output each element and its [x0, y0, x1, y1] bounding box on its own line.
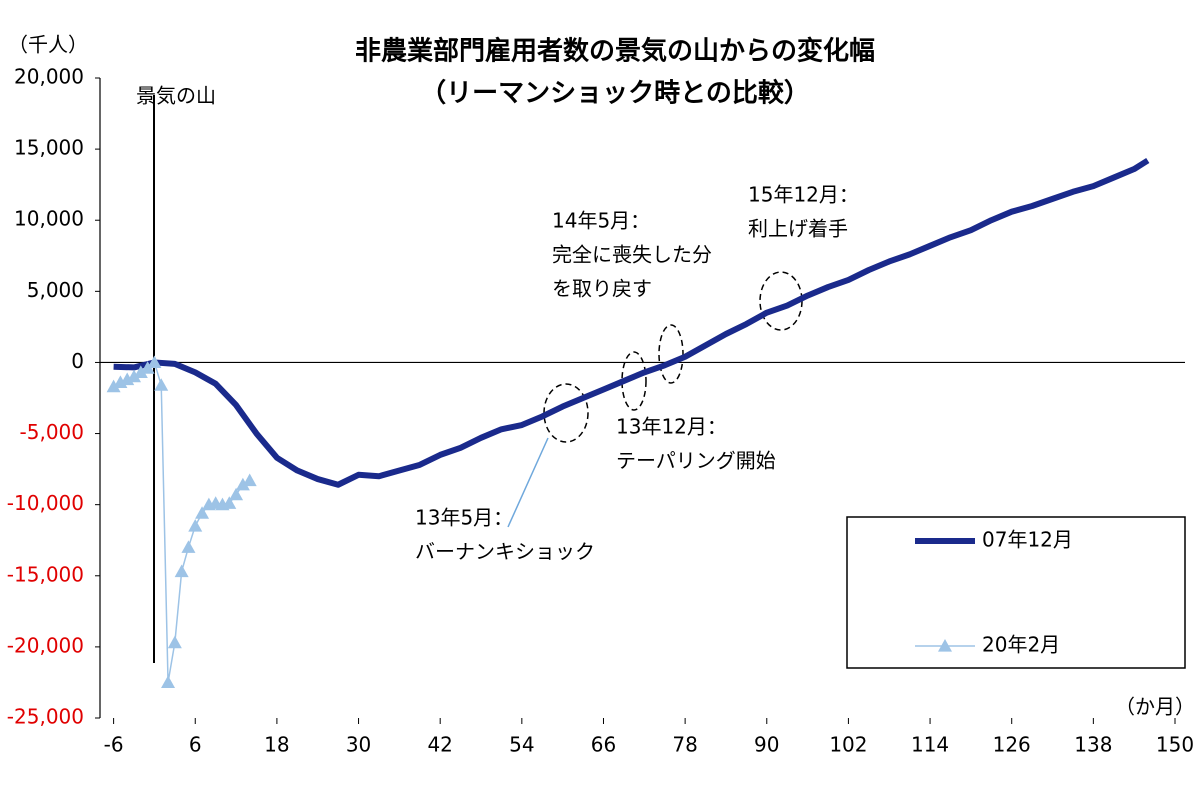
series-marker: [195, 506, 210, 519]
series-marker: [229, 487, 244, 501]
x-axis-label: （か月）: [1115, 695, 1195, 719]
legend-marker: [938, 639, 952, 652]
annotation: 完全に喪失した分: [552, 243, 712, 267]
series-marker: [167, 635, 182, 649]
legend-box: [846, 516, 1186, 669]
x-tick-label: 90: [754, 733, 779, 757]
x-tick-label: 30: [346, 733, 371, 757]
x-tick-label: 18: [264, 733, 289, 757]
y-tick-label: 0: [71, 349, 84, 373]
series-marker: [235, 477, 250, 491]
annotation: 13年5月：: [415, 506, 513, 530]
series-marker: [181, 540, 196, 553]
y-axis-label: （千人）: [8, 33, 88, 57]
x-tick-label: -6: [104, 733, 124, 757]
x-tick-label: 126: [993, 733, 1031, 757]
chart-title: 非農業部門雇用者数の景気の山からの変化幅: [355, 36, 875, 67]
highlight-ellipse: [621, 351, 647, 411]
annotation: 14年5月：: [552, 209, 650, 233]
series-marker: [147, 355, 162, 369]
annotation: 利上げ着手: [748, 217, 848, 241]
series-marker: [140, 361, 155, 374]
annotation-connector: [507, 437, 549, 528]
chart-subtitle: （リーマンショック時との比較）: [420, 78, 810, 109]
series-marker: [127, 369, 142, 383]
y-tick-label: -25,000: [7, 705, 84, 729]
series-marker: [154, 378, 169, 391]
y-tick-label: -10,000: [7, 491, 84, 515]
series-marker: [133, 365, 148, 378]
x-tick-label: 102: [829, 733, 867, 757]
x-tick-label: 66: [591, 733, 616, 757]
x-tick-label: 6: [189, 733, 202, 757]
x-tick-label: 138: [1074, 733, 1112, 757]
annotation: を取り戻す: [552, 277, 652, 301]
legend-label: 07年12月: [982, 528, 1073, 552]
series-marker: [174, 564, 189, 578]
y-tick-label: -20,000: [7, 633, 84, 657]
x-tick-label: 114: [911, 733, 949, 757]
annotation: バーナンキショック: [415, 540, 595, 564]
x-tick-label: 150: [1156, 733, 1194, 757]
series-marker: [242, 473, 257, 487]
annotation: テーパリング開始: [616, 449, 776, 473]
x-tick-label: 78: [672, 733, 697, 757]
y-tick-label: -15,000: [7, 562, 84, 586]
y-tick-label: -5,000: [20, 420, 84, 444]
series-marker: [106, 379, 121, 393]
y-tick-label: 15,000: [14, 136, 84, 160]
annotation: 景気の山: [136, 84, 216, 108]
y-tick-label: 10,000: [14, 207, 84, 231]
x-tick-label: 42: [427, 733, 452, 757]
series-marker: [222, 496, 237, 509]
y-tick-label: 5,000: [27, 278, 84, 302]
legend-label: 20年2月: [982, 633, 1060, 657]
series-marker: [161, 675, 176, 689]
series-line: [113, 157, 1150, 488]
x-tick-label: 54: [509, 733, 534, 757]
series-marker: [188, 519, 203, 532]
series-line: [113, 361, 251, 684]
y-tick-label: 20,000: [14, 65, 84, 89]
annotation: 15年12月：: [748, 183, 859, 207]
annotation: 13年12月：: [616, 415, 727, 439]
highlight-ellipse: [658, 324, 684, 384]
